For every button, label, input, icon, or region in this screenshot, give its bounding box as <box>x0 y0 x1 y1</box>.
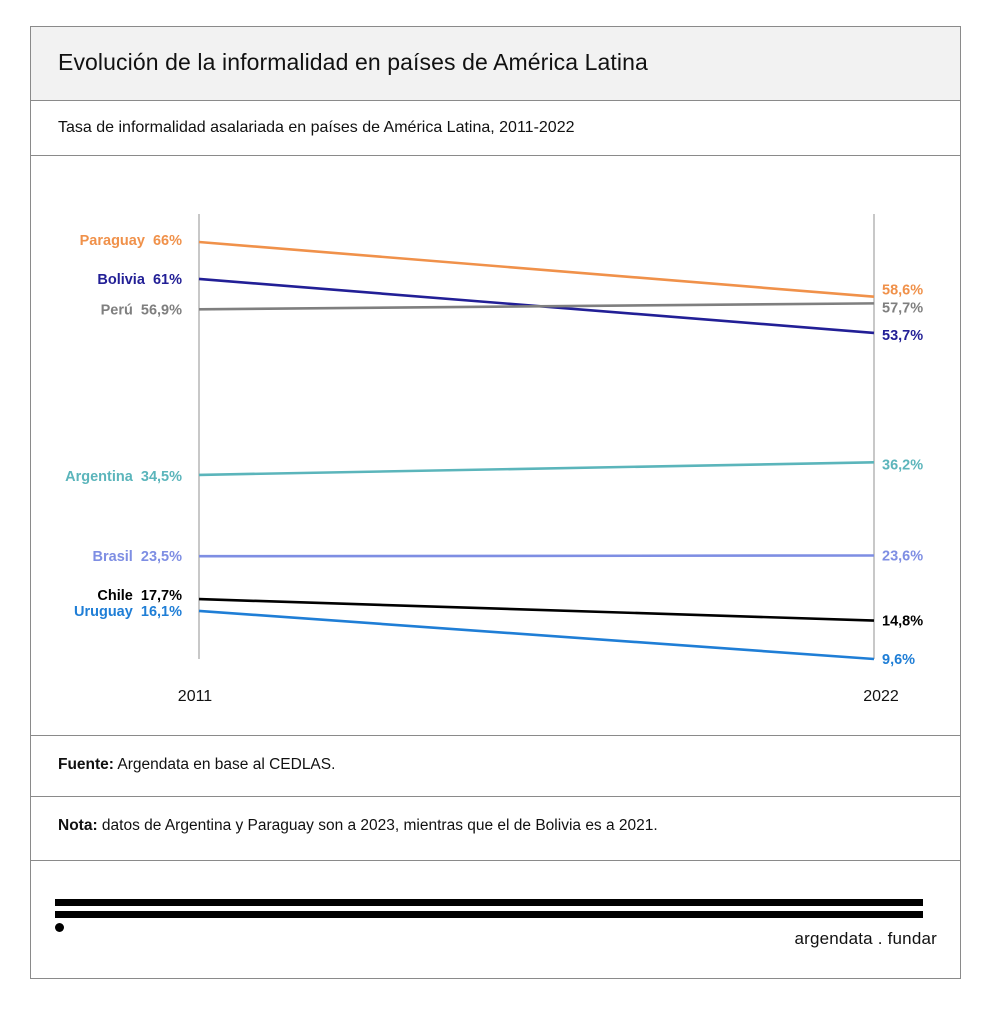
start-value: 34,5% <box>141 469 182 485</box>
subtitle-bar: Tasa de informalidad asalariada en paíse… <box>31 101 960 156</box>
start-value: 16,1% <box>141 604 182 620</box>
start-value: 23,5% <box>141 549 182 565</box>
start-value: 56,9% <box>141 302 182 318</box>
country-name: Uruguay <box>74 604 141 620</box>
slope-chart: 2011 2022 Paraguay 66% 58,6% Bolivia 61% 53,7… <box>65 214 923 705</box>
start-label-uruguay: Uruguay 16,1% <box>74 604 182 620</box>
start-label-brasil: Brasil 23,5% <box>93 549 183 565</box>
end-label-brasil: 23,6% <box>882 548 923 564</box>
country-name: Argentina <box>65 469 141 485</box>
start-label-chile: Chile 17,7% <box>97 588 182 604</box>
series-line-uruguay <box>198 609 875 661</box>
series-line-paraguay <box>198 240 875 299</box>
start-label-bolivia: Bolivia 61% <box>97 272 182 288</box>
x-tick-label-2011: 2011 <box>178 688 213 705</box>
start-value: 61% <box>153 272 182 288</box>
logo-dot <box>55 923 64 932</box>
end-label-bolivia: 53,7% <box>882 328 923 344</box>
source-section: Fuente: Argendata en base al CEDLAS. <box>31 736 960 797</box>
chart-subtitle: Tasa de informalidad asalariada en paíse… <box>58 119 575 136</box>
end-label-uruguay: 9,6% <box>882 652 915 668</box>
start-value: 17,7% <box>141 588 182 604</box>
series-line-chile <box>198 597 875 622</box>
note-section: Nota: datos de Argentina y Paraguay son … <box>31 797 960 861</box>
series-line-argentina <box>198 461 875 477</box>
source-value: Argendata en base al CEDLAS. <box>113 756 336 773</box>
logo-bar-top <box>55 899 923 906</box>
x-tick-label-2022: 2022 <box>863 688 899 705</box>
start-label-peru: Perú 56,9% <box>101 302 183 318</box>
logo-bar-bottom <box>55 911 923 918</box>
country-name: Perú <box>101 302 141 318</box>
brand-logo: argendata . fundar <box>31 861 960 979</box>
end-label-paraguay: 58,6% <box>882 283 923 299</box>
end-label-argentina: 36,2% <box>882 457 923 473</box>
chart-title: Evolución de la informalidad en países d… <box>58 49 648 75</box>
brand-name: argendata . fundar <box>794 929 937 948</box>
title-bar: Evolución de la informalidad en países d… <box>31 27 960 101</box>
chart-card: Evolución de la informalidad en países d… <box>30 26 961 979</box>
country-name: Brasil <box>93 549 141 565</box>
note-label: Nota: <box>58 817 98 834</box>
end-label-peru: 57,7% <box>882 300 923 316</box>
source-text: Fuente: Argendata en base al CEDLAS. <box>58 756 335 774</box>
series-line-peru <box>198 302 875 311</box>
start-label-paraguay: Paraguay 66% <box>80 233 182 249</box>
end-label-chile: 14,8% <box>882 614 923 630</box>
chart-area: 2011 2022 Paraguay 66% 58,6% Bolivia 61% 53,7… <box>31 156 960 736</box>
start-label-argentina: Argentina 34,5% <box>65 469 182 485</box>
source-label: Fuente: <box>58 756 114 773</box>
country-name: Chile <box>97 588 141 604</box>
series-line-brasil <box>198 554 875 558</box>
start-value: 66% <box>153 233 182 249</box>
country-name: Paraguay <box>80 233 153 249</box>
note-text: Nota: datos de Argentina y Paraguay son … <box>58 817 658 835</box>
note-value: datos de Argentina y Paraguay son a 2023… <box>97 817 658 834</box>
country-name: Bolivia <box>97 272 153 288</box>
